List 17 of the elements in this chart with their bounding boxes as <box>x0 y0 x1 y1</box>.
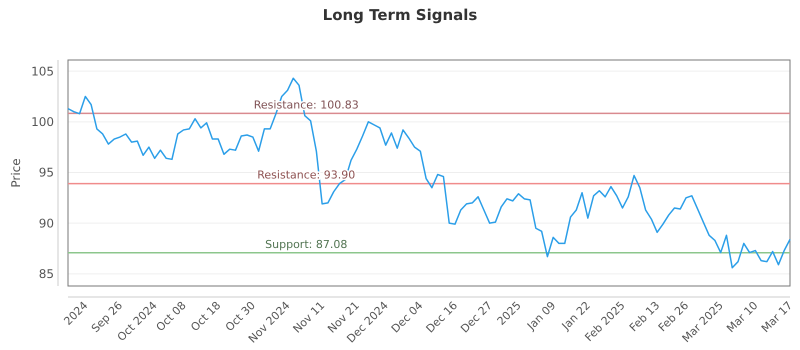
y-tick-label: 85 <box>38 267 54 282</box>
x-tick-label: Dec 16 <box>424 298 460 336</box>
chart-title: Long Term Signals <box>322 6 478 24</box>
y-tick-label: 105 <box>31 64 54 78</box>
y-tick-label: 90 <box>38 216 54 230</box>
y-tick-label: 100 <box>31 115 54 130</box>
y-tick-label: 95 <box>38 166 54 180</box>
line-series <box>67 77 791 269</box>
x-tick-label: Nov 11 <box>290 298 328 336</box>
x-tick-label: Dec 04 <box>388 298 426 336</box>
x-tick-label: Mar 17 <box>758 298 796 336</box>
x-tick-label: Oct 18 <box>188 298 224 334</box>
y-axis-title: Price <box>9 158 23 188</box>
x-tick-label: Dec 27 <box>458 298 495 336</box>
x-tick-label: Mar 10 <box>724 298 760 336</box>
ref-line-label: Support: 87.08 <box>265 238 348 251</box>
x-tick-label: Jan 09 <box>524 298 558 334</box>
